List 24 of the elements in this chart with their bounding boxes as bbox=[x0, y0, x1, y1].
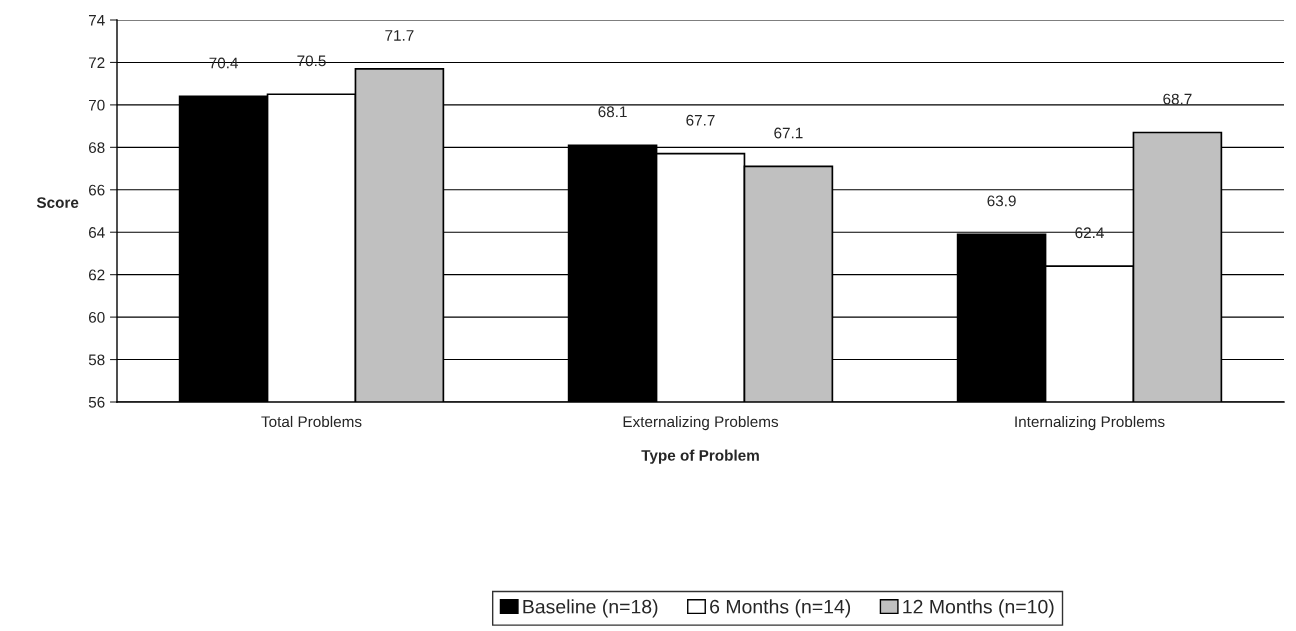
data-label: 67.7 bbox=[686, 114, 715, 126]
y-tick-label: 58 bbox=[88, 354, 105, 366]
data-label: 63.9 bbox=[987, 195, 1016, 207]
data-label: 71.7 bbox=[385, 30, 414, 41]
data-label: 68.7 bbox=[1163, 93, 1192, 105]
x-tick-label: Total Problems bbox=[261, 415, 362, 428]
y-axis-title: Score bbox=[36, 197, 79, 208]
x-tick-label: Internalizing Problems bbox=[1015, 415, 1165, 431]
x-axis-title: Type of Problem bbox=[641, 449, 759, 464]
legend-label: Baseline (n=18) bbox=[523, 599, 658, 618]
x-tick-label: Externalizing Problems bbox=[623, 415, 779, 431]
y-tick-label: 56 bbox=[88, 396, 105, 408]
y-tick-label: 60 bbox=[88, 311, 105, 323]
y-tick-label: 68 bbox=[88, 142, 105, 154]
y-tick-label: 70 bbox=[88, 99, 105, 111]
data-label: 68.1 bbox=[598, 106, 627, 118]
legend-label: 6 Months (n=14) bbox=[710, 599, 851, 618]
y-tick-label: 66 bbox=[88, 184, 105, 196]
data-label: 67.1 bbox=[774, 127, 803, 139]
y-tick-label: 74 bbox=[88, 15, 105, 26]
legend-label: 12 Months (n=10) bbox=[903, 599, 1054, 618]
y-tick-label: 72 bbox=[88, 57, 105, 68]
y-tick-label: 62 bbox=[88, 269, 105, 281]
y-tick-label: 64 bbox=[88, 227, 105, 238]
